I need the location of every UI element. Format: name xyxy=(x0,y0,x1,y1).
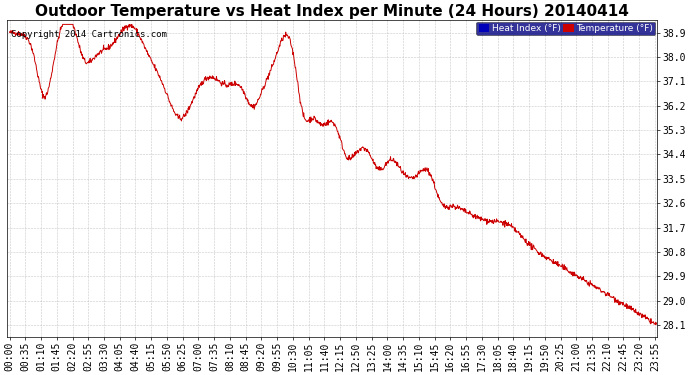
Legend: Heat Index (°F), Temperature (°F): Heat Index (°F), Temperature (°F) xyxy=(476,22,656,35)
Title: Outdoor Temperature vs Heat Index per Minute (24 Hours) 20140414: Outdoor Temperature vs Heat Index per Mi… xyxy=(35,4,629,19)
Text: Copyright 2014 Cartronics.com: Copyright 2014 Cartronics.com xyxy=(10,30,166,39)
